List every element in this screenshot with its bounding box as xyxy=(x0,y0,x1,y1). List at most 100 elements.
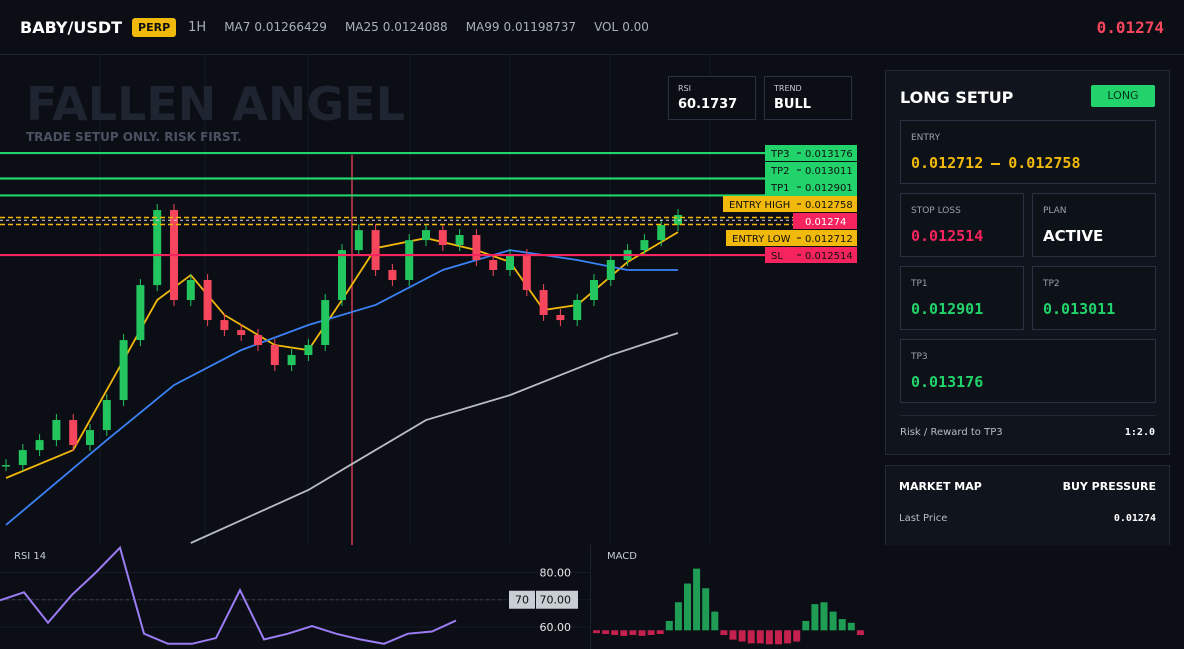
y-tick-label: 60.00 xyxy=(540,621,572,634)
tick-box xyxy=(536,590,578,609)
macd-bar xyxy=(720,630,728,635)
panel-title: RSI 14 xyxy=(14,551,46,562)
box-value: 0.013011 xyxy=(1043,300,1116,318)
box-value: 0.012514 xyxy=(911,227,984,245)
candle xyxy=(136,285,145,341)
candle xyxy=(2,465,10,467)
level-tag xyxy=(765,162,857,178)
candle xyxy=(186,280,195,301)
box-label: STOP LOSS xyxy=(911,206,961,216)
candle xyxy=(304,345,313,356)
watermark-subtitle: TRADE SETUP ONLY. RISK FIRST. xyxy=(26,130,242,144)
box-label: TP1 xyxy=(911,279,928,289)
macd-bar xyxy=(802,620,810,631)
candle xyxy=(489,259,498,270)
level-box xyxy=(509,590,535,609)
market-map-title: MARKET MAP xyxy=(899,480,982,493)
macd-bar xyxy=(656,630,664,635)
plan-box: PLAN ACTIVE xyxy=(1032,193,1156,257)
setup-badge[interactable]: LONG xyxy=(1091,85,1155,107)
rr-label: Risk / Reward to TP3 xyxy=(900,427,1003,438)
macd-bar xyxy=(847,622,855,631)
entry-low: 0.012712 xyxy=(911,154,984,172)
macd-bar xyxy=(638,630,646,636)
level-label: 70 xyxy=(515,594,529,607)
target-box: TP2 0.013011 xyxy=(1032,266,1156,330)
indicator-value: 0.0124088 xyxy=(382,20,448,34)
indicator: MA25 0.0124088 xyxy=(345,20,448,34)
macd-bar xyxy=(629,630,637,635)
level-tag xyxy=(793,213,857,229)
level-name: ENTRY LOW xyxy=(732,234,791,245)
macd-bar xyxy=(602,630,610,635)
indicator-value: 0.00 xyxy=(622,20,649,34)
rsi-line xyxy=(0,545,457,645)
candle xyxy=(438,230,447,246)
macd-bar xyxy=(838,619,846,631)
level-name: TP1 xyxy=(770,183,790,194)
level-tag xyxy=(765,247,857,263)
stat-label: RSI xyxy=(678,84,691,93)
interval[interactable]: 1H xyxy=(188,19,207,35)
macd-bar xyxy=(611,630,619,635)
indicator-name: VOL xyxy=(594,20,619,34)
candle xyxy=(539,290,548,315)
setup-title: LONG SETUP xyxy=(900,88,1014,107)
entry-high: 0.012758 xyxy=(1008,154,1081,172)
indicator-value: 0.01198737 xyxy=(503,20,577,34)
macd-bar xyxy=(738,630,746,642)
candle xyxy=(321,300,330,346)
candle xyxy=(522,255,531,291)
candle xyxy=(371,230,380,270)
macd-bar xyxy=(765,630,773,645)
level-value: 0.013011 xyxy=(805,166,853,177)
candle xyxy=(405,240,414,281)
panel-title: MACD xyxy=(607,551,637,562)
box-value: 0.012901 xyxy=(911,300,984,318)
badge: PERP xyxy=(132,17,177,37)
macd-bar xyxy=(702,588,710,631)
box-value: ACTIVE xyxy=(1043,227,1104,245)
level-value: 0.012758 xyxy=(805,200,853,211)
candle xyxy=(153,210,162,286)
candle xyxy=(506,255,514,270)
box-value: 0.013176 xyxy=(911,373,984,391)
market-map-card: MARKET MAP BUY PRESSURE Last Price 0.012… xyxy=(885,465,1170,545)
macd-bar xyxy=(729,630,737,640)
candle xyxy=(220,320,229,331)
macd-chart: MACD xyxy=(590,545,864,649)
level-tag xyxy=(723,196,857,212)
candle xyxy=(556,314,565,321)
indicator-name: MA99 xyxy=(465,20,500,34)
candle xyxy=(69,420,78,446)
box-label: TP2 xyxy=(1043,279,1060,289)
macd-bar xyxy=(665,620,673,631)
level-value: 0.013176 xyxy=(805,149,853,160)
y-tick-label: 80.00 xyxy=(540,566,572,579)
macd-bar xyxy=(684,583,691,631)
range-dash xyxy=(991,162,1001,165)
watermark-title: FALLEN ANGEL xyxy=(26,77,405,131)
macd-bar xyxy=(693,568,701,631)
macd-bar xyxy=(820,602,828,631)
macd-bar xyxy=(593,630,600,634)
macd-bar xyxy=(747,630,755,644)
candle xyxy=(270,345,279,366)
level-tag xyxy=(726,230,857,246)
trend-stat: TREND BULL xyxy=(764,76,852,120)
macd-bar xyxy=(856,630,864,635)
setup-card: LONG SETUP LONG ENTRY 0.012712 0.012758 S… xyxy=(885,70,1170,455)
price-chart: FALLEN ANGEL TRADE SETUP ONLY. RISK FIRS… xyxy=(0,55,857,545)
candle xyxy=(18,450,27,466)
macd-bar xyxy=(620,630,628,636)
candle xyxy=(422,230,430,241)
stat-label: TREND xyxy=(774,84,802,93)
candle xyxy=(254,335,262,346)
target-box: TP1 0.012901 xyxy=(900,266,1024,330)
box-label: ENTRY xyxy=(911,133,941,143)
ma-line xyxy=(190,332,679,544)
candle xyxy=(606,259,615,281)
macd-bar xyxy=(793,630,801,642)
indicator-name: MA7 xyxy=(224,20,251,34)
